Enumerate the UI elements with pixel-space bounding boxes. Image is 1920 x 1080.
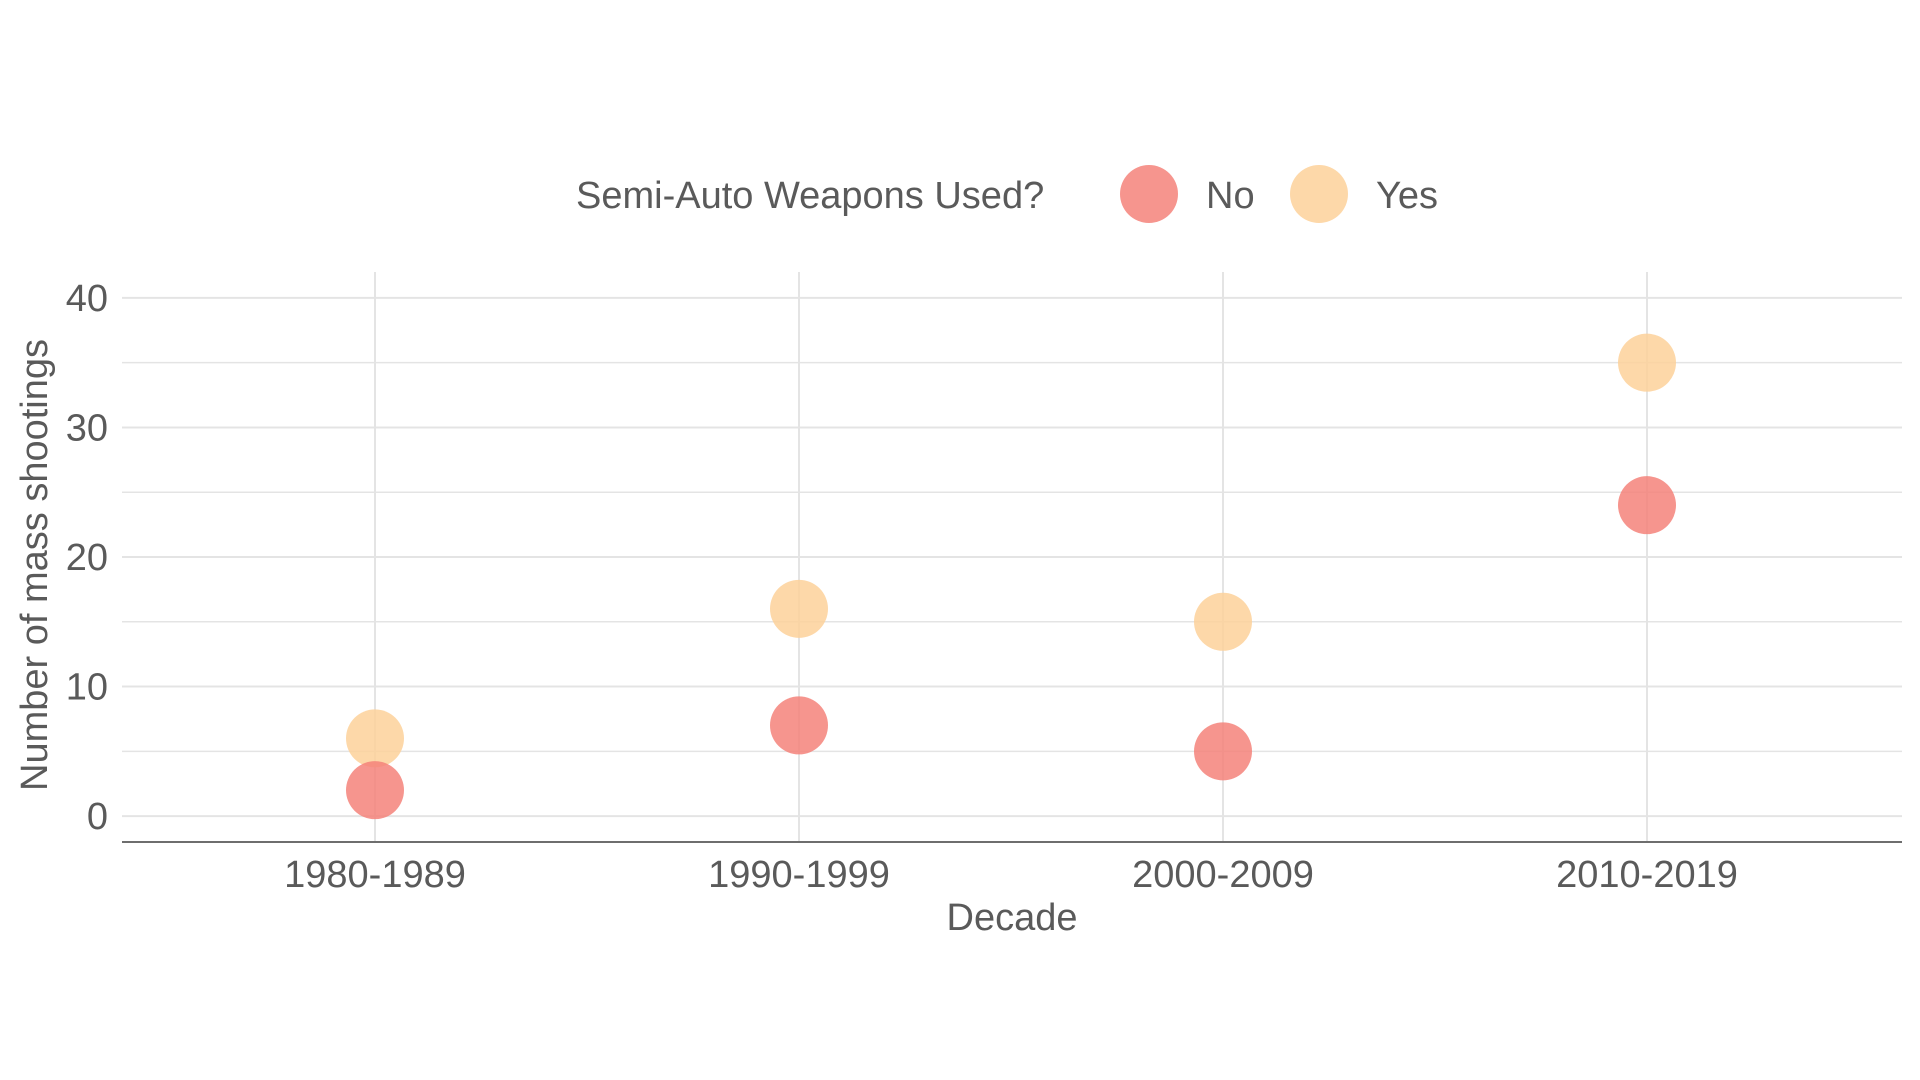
point-yes <box>770 579 828 638</box>
legend-items: No Yes <box>1120 165 1438 223</box>
y-tick-label: 30 <box>66 407 108 449</box>
y-tick-label: 20 <box>66 537 108 579</box>
point-no <box>1618 476 1676 535</box>
point-yes <box>346 709 404 768</box>
legend-title: Semi-Auto Weapons Used? <box>576 175 1044 217</box>
point-no <box>346 761 404 820</box>
x-tick-label: 2010-2019 <box>1556 854 1738 896</box>
x-tick-label: 1990-1999 <box>708 854 890 896</box>
x-tick-labels: 1980-1989 1990-1999 2000-2009 2010-2019 <box>284 854 1738 896</box>
point-yes <box>1194 592 1252 651</box>
y-axis-title: Number of mass shootings <box>14 339 56 791</box>
x-axis-title: Decade <box>947 897 1078 939</box>
legend-label-yes: Yes <box>1376 175 1438 217</box>
legend: Semi-Auto Weapons Used? No Yes <box>576 165 1438 223</box>
x-tick-label: 1980-1989 <box>284 854 466 896</box>
y-tick-label: 10 <box>66 667 108 709</box>
y-tick-labels: 0 10 20 30 40 <box>66 278 108 838</box>
point-no <box>1194 722 1252 781</box>
point-no <box>770 696 828 755</box>
x-tick-label: 2000-2009 <box>1132 854 1314 896</box>
data-points <box>346 333 1676 820</box>
legend-label-no: No <box>1206 175 1255 217</box>
legend-swatch-no <box>1120 165 1178 223</box>
grid-layer <box>122 272 1902 842</box>
y-tick-label: 40 <box>66 278 108 320</box>
legend-swatch-yes <box>1290 165 1348 223</box>
y-tick-label: 0 <box>87 796 108 838</box>
point-yes <box>1618 333 1676 392</box>
